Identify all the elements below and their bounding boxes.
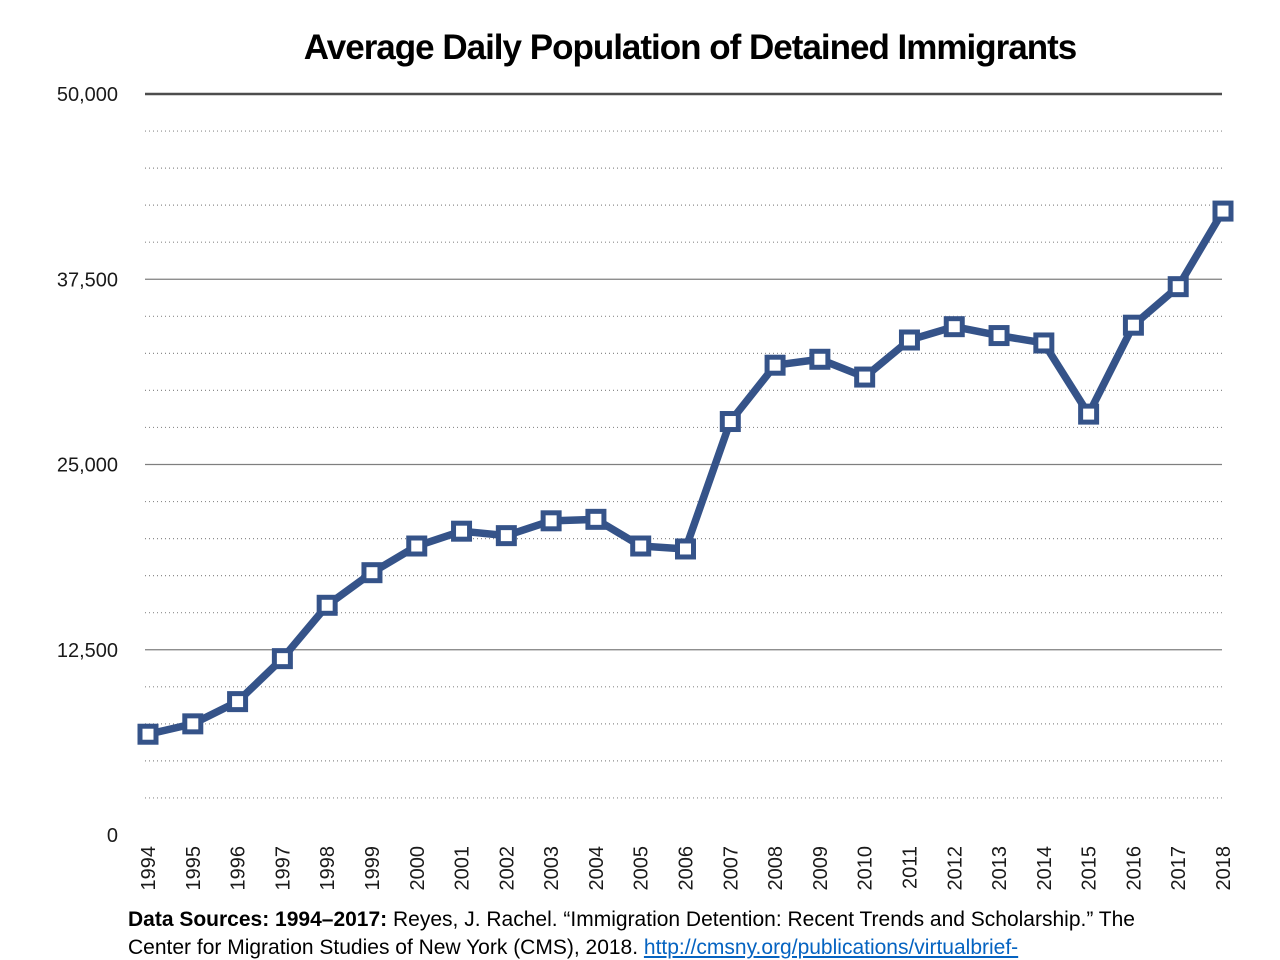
- data-point-marker-2000: [406, 535, 428, 557]
- data-point-marker-2010: [854, 366, 876, 388]
- data-point-marker-2007: [719, 411, 741, 433]
- footer-line-2: Center for Migration Studies of New York…: [128, 934, 1248, 960]
- x-tick-label: 2018: [1213, 846, 1235, 891]
- x-tick-label: 2017: [1168, 846, 1190, 891]
- citation-hyperlink[interactable]: http://cmsny.org/publications/virtualbri…: [643, 936, 1019, 959]
- data-point-marker-1994: [137, 723, 159, 745]
- x-tick-label: 2003: [541, 846, 563, 891]
- data-point-marker-1999: [361, 562, 383, 584]
- x-tick-label: 1994: [138, 846, 160, 891]
- data-point-marker-2013: [988, 325, 1010, 347]
- x-tick-label: 2005: [631, 846, 653, 891]
- data-point-marker-2016: [1122, 314, 1144, 336]
- x-tick-label: 2008: [765, 846, 787, 891]
- x-tick-label: 2014: [1034, 846, 1056, 891]
- y-tick-label: 25,000: [57, 455, 118, 477]
- data-point-marker-2008: [764, 354, 786, 376]
- data-point-marker-2004: [585, 508, 607, 530]
- x-tick-label: 2000: [407, 846, 429, 891]
- footer-line-1: Data Sources: 1994–2017: Reyes, J. Rache…: [128, 906, 1248, 934]
- data-point-marker-2018: [1212, 200, 1234, 222]
- citation-text: Reyes, J. Rachel. “Immigration Detention…: [387, 908, 1135, 931]
- x-tick-label: 1999: [362, 846, 384, 891]
- x-tick-label: 2004: [586, 846, 608, 891]
- data-point-marker-2012: [943, 316, 965, 338]
- data-point-marker-2001: [451, 520, 473, 542]
- x-tick-label: 2010: [855, 846, 877, 891]
- data-sources-label: Data Sources: 1994–2017:: [128, 908, 388, 931]
- x-tick-label: 2011: [899, 846, 921, 889]
- data-point-marker-2014: [1033, 332, 1055, 354]
- y-tick-label: 50,000: [57, 84, 118, 106]
- data-point-marker-2002: [495, 525, 517, 547]
- data-sources-footer: Data Sources: 1994–2017: Reyes, J. Rache…: [128, 906, 1248, 960]
- data-point-marker-2009: [809, 348, 831, 370]
- data-point-marker-2017: [1167, 276, 1189, 298]
- y-tick-label: 12,500: [57, 640, 118, 662]
- data-point-marker-1996: [227, 691, 249, 713]
- x-tick-label: 2007: [720, 846, 742, 891]
- data-point-marker-2006: [675, 538, 696, 560]
- x-tick-label: 2002: [496, 846, 518, 891]
- trend-line: [144, 207, 1227, 738]
- data-point-marker-2015: [1078, 403, 1100, 425]
- x-tick-label: 2001: [452, 846, 474, 891]
- x-tick-label: 1997: [272, 846, 294, 891]
- data-point-marker-2011: [898, 329, 920, 351]
- data-point-marker-1998: [316, 594, 338, 616]
- data-point-marker-2005: [630, 535, 652, 557]
- y-tick-label: 37,500: [57, 269, 118, 291]
- x-tick-label: 1998: [317, 846, 339, 891]
- x-tick-label: 2006: [676, 846, 698, 891]
- x-tick-label: 1995: [183, 846, 205, 891]
- x-tick-label: 2016: [1123, 846, 1145, 891]
- citation-text-continued: Center for Migration Studies of New York…: [128, 936, 644, 959]
- x-tick-label: 1996: [228, 846, 250, 891]
- data-point-marker-1995: [182, 713, 204, 735]
- chart-title: Average Daily Population of Detained Imm…: [303, 28, 1077, 67]
- x-tick-label: 2009: [810, 846, 832, 891]
- data-point-marker-1997: [271, 648, 293, 670]
- data-point-marker-2003: [540, 510, 562, 532]
- y-tick-label: 0: [107, 825, 118, 847]
- x-tick-label: 2013: [989, 846, 1011, 891]
- x-tick-label: 2015: [1079, 846, 1101, 891]
- x-tick-label: 2012: [944, 846, 966, 891]
